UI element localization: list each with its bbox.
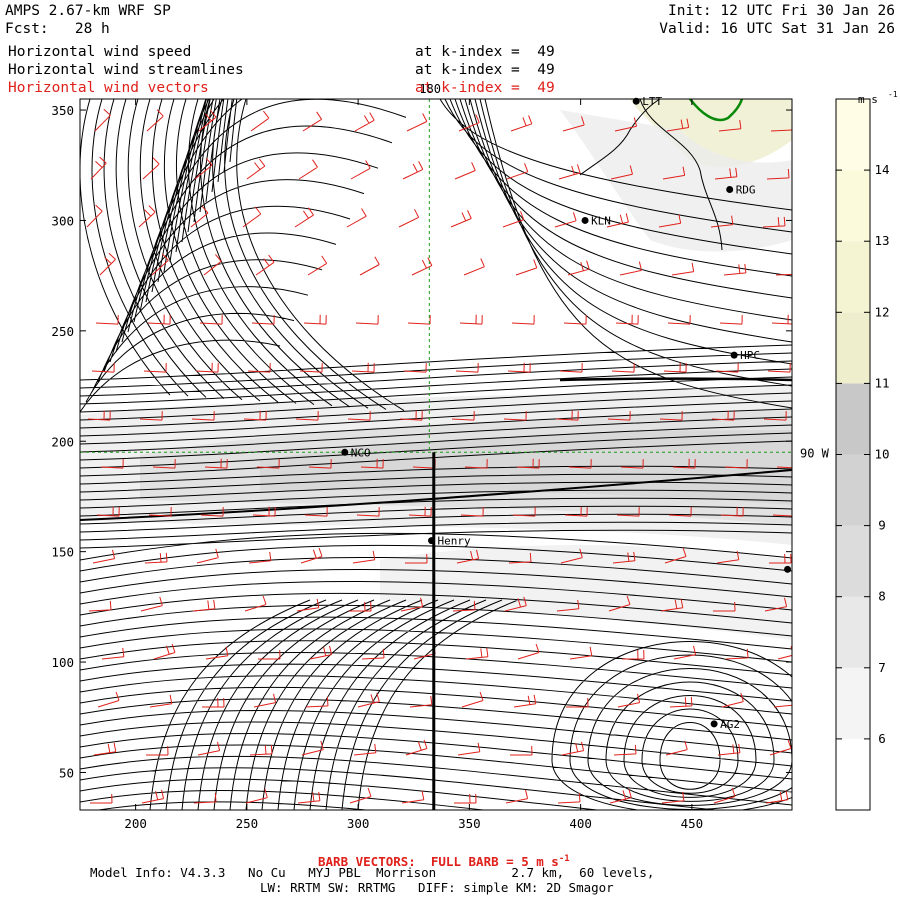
y-tick-label: 100 [51,655,74,670]
station-marker [784,565,792,573]
field-name-speed: Horizontal wind speed [8,44,192,60]
x-tick-label: 400 [569,816,592,831]
colorbar-label: 11 [874,375,889,390]
speed-shade-band [380,545,792,640]
station-marker [726,186,734,194]
x-tick-label: 350 [458,816,481,831]
station-label: KLN [591,214,611,227]
station-marker [581,216,589,224]
colorbar-swatch [836,99,870,171]
coastline [579,99,661,176]
station-label: LTT [642,95,662,108]
forecast-hours: 28 h [74,21,110,37]
colorbar-swatch [836,738,870,810]
station-marker [710,720,718,728]
y-tick-label: 350 [51,103,74,118]
y-tick-label: 250 [51,324,74,339]
speed-shade-band [560,110,792,252]
station-label: HPC [740,349,760,362]
x-tick-label: 450 [681,816,704,831]
colorbar-swatch [836,241,870,313]
colorbar-label: 13 [874,233,889,248]
speed-shade-band [630,99,792,168]
colorbar-swatch [836,383,870,455]
colorbar-label: 14 [874,162,889,177]
x-tick-label: 250 [236,816,259,831]
physics-info: LW: RRTM SW: RRTMG DIFF: simple KM: 2D S… [260,880,614,895]
colorbar-swatch [836,667,870,739]
ice-shelf-outline [689,99,744,122]
barb-note: BARB VECTORS: FULL BARB = 5 m s-1 [318,852,570,869]
field-name-vectors: Horizontal wind vectors [8,80,209,96]
model-title: AMPS 2.67-km WRF SP [5,3,171,19]
station-marker [730,351,738,359]
station-marker [428,537,436,545]
colorbar-label: 6 [878,731,886,746]
station-marker [632,97,640,105]
field-level-speed: at k-index = 49 [415,44,555,60]
y-tick-label: 300 [51,213,74,228]
jet-axis [559,377,792,382]
station-label: NCO [351,446,371,459]
parallel-label: 90 W [800,446,830,460]
coastline [639,99,723,251]
colorbar-swatch [836,454,870,526]
station-label: AG2 [720,718,740,731]
valid-time: Valid: 16 UTC Sat 31 Jan 26 [659,21,895,37]
field-level-streamlines: at k-index = 49 [415,62,555,78]
init-time: Init: 12 UTC Fri 30 Jan 26 [668,3,895,19]
colorbar-label: 8 [878,589,886,604]
colorbar-swatch [836,170,870,242]
y-tick-label: 150 [51,545,74,560]
y-tick-label: 200 [51,434,74,449]
colorbar-unit-exponent: -1 [888,90,898,99]
y-tick-label: 50 [59,765,74,780]
plot-frame [79,98,793,811]
colorbar-swatch [836,312,870,384]
station-label: Henry [438,535,471,548]
barb-note-text: BARB VECTORS: FULL BARB = 5 m s [318,854,559,870]
wind-barbs [86,108,792,804]
model-info: Model Info: V4.3.3 No Cu MYJ PBL Morriso… [90,865,655,880]
field-level-vectors: at k-index = 49 [415,80,555,96]
forecast-label: Fcst: 28 h [5,20,110,38]
field-name-streamlines: Horizontal wind streamlines [8,62,244,78]
x-tick-label: 200 [124,816,147,831]
streamlines [80,99,792,810]
x-tick-label: 300 [347,816,370,831]
station-marker [341,448,349,456]
meridian-label: 180 [419,82,441,96]
colorbar-label: 10 [874,447,889,462]
colorbar-swatch [836,596,870,668]
colorbar-label: 9 [878,518,886,533]
colorbar-label: 7 [878,660,886,675]
colorbar-label: 12 [874,304,889,319]
jet-axis [80,469,792,521]
colorbar-swatch [836,525,870,597]
forecast-label-text: Fcst: [5,21,49,37]
colorbar-unit: m s [858,93,878,106]
barb-note-exponent: -1 [558,854,570,864]
station-label: RDG [736,184,756,197]
